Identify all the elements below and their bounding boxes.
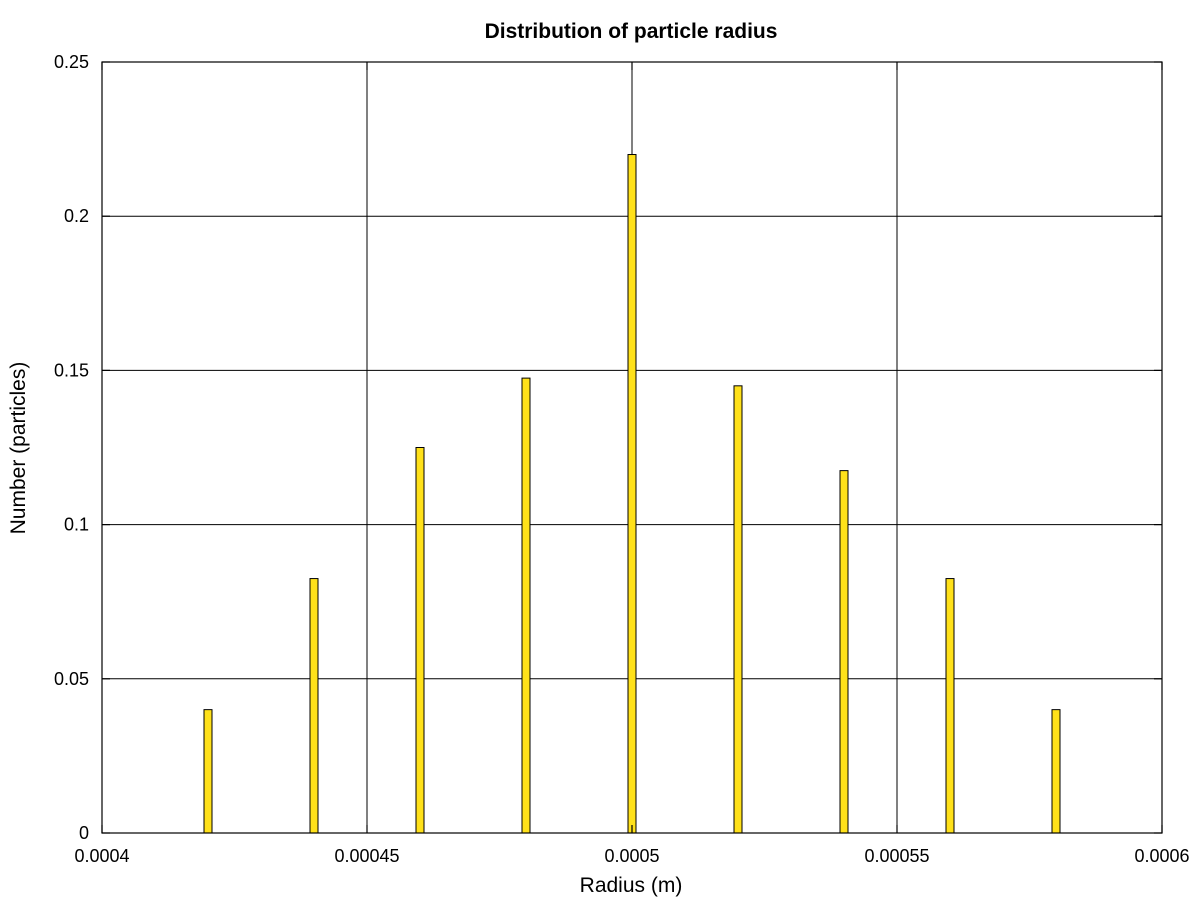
bar-5 — [733, 385, 743, 834]
bar-7 — [945, 578, 955, 834]
x-tick-label-0: 0.0004 — [74, 846, 129, 866]
x-tick-label-2: 0.0005 — [604, 846, 659, 866]
bar-8 — [1051, 709, 1061, 834]
y-axis-label: Number (particles) — [7, 362, 30, 535]
y-tick-label-2: 0.1 — [64, 515, 89, 535]
bar-4 — [627, 154, 637, 834]
x-tick-label-3: 0.00055 — [864, 846, 929, 866]
y-tick-label-3: 0.15 — [54, 360, 89, 380]
x-axis-label: Radius (m) — [580, 874, 683, 897]
y-tick-label-4: 0.2 — [64, 206, 89, 226]
axis-ticks: 0.0004 0.00045 0.0005 0.00055 0.0006 0 0.05 0.1… — [54, 52, 1190, 866]
x-tick-label-1: 0.00045 — [334, 846, 399, 866]
bars — [203, 154, 1061, 834]
x-tick-label-4: 0.0006 — [1134, 846, 1189, 866]
bar-1 — [309, 578, 319, 834]
y-tick-label-5: 0.25 — [54, 52, 89, 72]
chart-title: Distribution of particle radius — [485, 20, 778, 43]
bar-2 — [415, 447, 425, 834]
y-tick-label-1: 0.05 — [54, 669, 89, 689]
y-tick-label-0: 0 — [79, 823, 89, 843]
bar-3 — [521, 377, 531, 834]
bar-0 — [203, 709, 213, 834]
bar-6 — [839, 470, 849, 834]
